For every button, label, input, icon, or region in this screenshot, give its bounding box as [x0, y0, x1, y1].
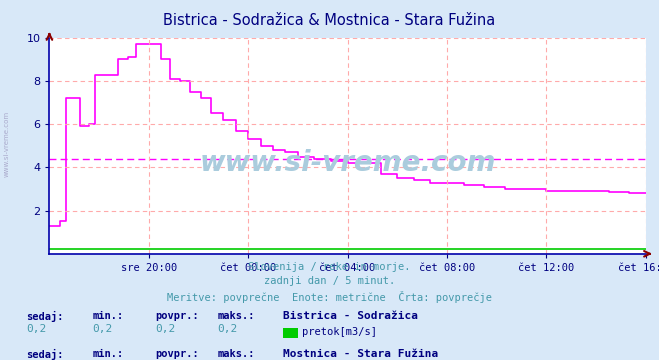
Text: 0,2: 0,2: [92, 324, 113, 334]
Text: maks.:: maks.:: [217, 349, 255, 359]
Text: pretok[m3/s]: pretok[m3/s]: [302, 327, 377, 337]
Text: zadnji dan / 5 minut.: zadnji dan / 5 minut.: [264, 276, 395, 287]
Text: sedaj:: sedaj:: [26, 311, 64, 323]
Text: www.si-vreme.com: www.si-vreme.com: [3, 111, 10, 177]
Text: Bistrica - Sodražica & Mostnica - Stara Fužina: Bistrica - Sodražica & Mostnica - Stara …: [163, 13, 496, 28]
Text: min.:: min.:: [92, 349, 123, 359]
Text: Meritve: povprečne  Enote: metrične  Črta: povprečje: Meritve: povprečne Enote: metrične Črta:…: [167, 291, 492, 303]
Text: 0,2: 0,2: [155, 324, 175, 334]
Text: povpr.:: povpr.:: [155, 311, 198, 321]
Text: min.:: min.:: [92, 311, 123, 321]
Text: povpr.:: povpr.:: [155, 349, 198, 359]
Text: 0,2: 0,2: [26, 324, 47, 334]
Text: Mostnica - Stara Fužina: Mostnica - Stara Fužina: [283, 349, 439, 359]
Text: www.si-vreme.com: www.si-vreme.com: [200, 149, 496, 177]
Text: Bistrica - Sodražica: Bistrica - Sodražica: [283, 311, 418, 321]
Text: maks.:: maks.:: [217, 311, 255, 321]
Text: sedaj:: sedaj:: [26, 349, 64, 360]
Text: Slovenija / reke in morje.: Slovenija / reke in morje.: [248, 262, 411, 272]
Text: 0,2: 0,2: [217, 324, 238, 334]
